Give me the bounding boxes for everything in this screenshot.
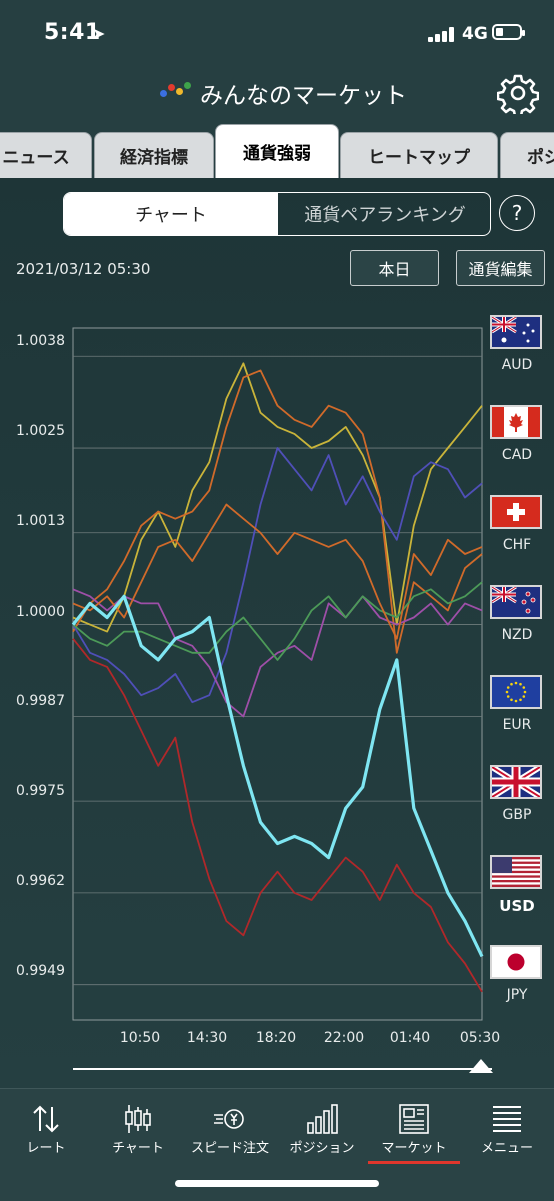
series-line-gbp (72, 503, 483, 640)
page-title: みんなのマーケット (200, 83, 407, 109)
x-tick-label: 05:30 (459, 1030, 501, 1046)
x-tick-label: 10:50 (119, 1030, 161, 1046)
legend-code: CAD (501, 447, 533, 463)
legend-code: EUR (502, 717, 532, 733)
x-tick-label: 01:40 (389, 1030, 431, 1046)
gear-icon[interactable] (497, 72, 539, 114)
currency-strength-chart (71, 327, 484, 1021)
chart-date: 2021/03/12 05:30 (16, 260, 151, 278)
legend-item-chf[interactable]: CHF (490, 495, 544, 575)
eu-flag-icon (490, 675, 542, 709)
usa-flag-icon (490, 855, 542, 889)
app-header: みんなのマーケット (0, 70, 554, 122)
x-tick-label: 22:00 (323, 1030, 365, 1046)
nav-label: メニュー (480, 1141, 533, 1156)
network-type: 4G (462, 24, 488, 44)
legend-item-eur[interactable]: EUR (490, 675, 544, 755)
view-toggle: チャート 通貨ペアランキング (63, 192, 491, 236)
candlestick-icon (125, 1105, 151, 1133)
series-line-eur (72, 581, 483, 661)
y-tick-label: 1.0013 (16, 513, 65, 529)
legend-item-usd[interactable]: USD (490, 855, 544, 935)
series-line-nzd (72, 588, 483, 718)
legend-code: USD (499, 897, 535, 915)
tab-heatmap[interactable]: ヒートマップ (340, 132, 498, 178)
nav-label: マーケット (381, 1141, 447, 1156)
australia-flag-icon (490, 315, 542, 349)
y-tick-label: 0.9949 (16, 963, 65, 979)
nav-speed-order[interactable]: スピード注文 (184, 1089, 276, 1169)
help-button[interactable]: ? (499, 195, 535, 231)
series-line-chf (72, 447, 483, 704)
nav-label: ポジション (289, 1141, 355, 1156)
speed-order-icon (214, 1109, 244, 1129)
tab-news[interactable]: ニュース (0, 132, 92, 178)
series-line-aud (72, 362, 483, 633)
legend-code: CHF (502, 537, 532, 553)
signal-icon (428, 26, 458, 42)
tab-currency-strength[interactable]: 通貨強弱 (215, 124, 339, 178)
legend-item-aud[interactable]: AUD (490, 315, 544, 395)
active-indicator (368, 1161, 460, 1164)
nav-label: スピード注文 (190, 1141, 269, 1156)
uk-flag-icon (490, 765, 542, 799)
series-line-cad (72, 369, 483, 654)
segment-pair-ranking[interactable]: 通貨ペアランキング (304, 205, 466, 226)
battery-icon (492, 24, 525, 40)
legend-code: AUD (501, 357, 533, 373)
series-line-usd (71, 594, 484, 958)
y-tick-label: 1.0038 (16, 333, 65, 349)
legend-code: JPY (506, 987, 528, 1003)
nav-label: チャート (112, 1141, 164, 1156)
segment-chart[interactable]: チャート (64, 193, 278, 235)
nav-market[interactable]: マーケット (368, 1089, 460, 1169)
position-bars-icon (307, 1104, 338, 1134)
location-arrow-icon: ➤ (92, 24, 106, 43)
legend-code: NZD (501, 627, 533, 643)
edit-currencies-button[interactable]: 通貨編集 (456, 250, 545, 286)
status-bar: 5:41 ➤ 4G (0, 0, 554, 70)
y-tick-label: 0.9987 (16, 693, 65, 709)
nav-menu[interactable]: メニュー (460, 1089, 554, 1169)
y-tick-label: 1.0025 (16, 423, 65, 439)
time-range-slider[interactable] (73, 1068, 492, 1070)
canada-flag-icon (490, 405, 542, 439)
market-newspaper-icon (399, 1104, 429, 1134)
plot-frame (72, 327, 483, 1021)
app-logo-icon (160, 82, 192, 100)
legend-item-gbp[interactable]: GBP (490, 765, 544, 845)
market-tabs: ニュース 経済指標 通貨強弱 ヒートマップ ポジ (0, 122, 554, 178)
legend-code: GBP (502, 807, 532, 823)
home-indicator (175, 1180, 379, 1187)
x-tick-label: 18:20 (255, 1030, 297, 1046)
nav-rate[interactable]: レート (0, 1089, 92, 1169)
rate-arrows-icon (33, 1105, 59, 1133)
menu-list-icon (493, 1106, 521, 1132)
legend-item-jpy[interactable]: JPY (490, 945, 544, 1025)
status-time: 5:41 (44, 20, 101, 45)
nav-label: レート (26, 1141, 66, 1156)
y-tick-label: 0.9962 (16, 873, 65, 889)
series-line-jpy (72, 638, 483, 993)
legend-item-cad[interactable]: CAD (490, 405, 544, 485)
x-tick-label: 14:30 (186, 1030, 228, 1046)
y-tick-label: 1.0000 (16, 604, 65, 620)
nav-position[interactable]: ポジション (276, 1089, 368, 1169)
switzerland-flag-icon (490, 495, 542, 529)
currency-strength-panel: チャート 通貨ペアランキング ? 2021/03/12 05:30 本日 通貨編… (0, 178, 554, 1088)
y-tick-label: 0.9975 (16, 783, 65, 799)
today-button[interactable]: 本日 (350, 250, 439, 286)
new-zealand-flag-icon (490, 585, 542, 619)
tab-economic-indicators[interactable]: 経済指標 (94, 132, 214, 178)
slider-handle[interactable] (469, 1059, 493, 1073)
tab-position[interactable]: ポジ (500, 132, 554, 178)
japan-flag-icon (490, 945, 542, 979)
legend-item-nzd[interactable]: NZD (490, 585, 544, 665)
nav-chart[interactable]: チャート (92, 1089, 184, 1169)
